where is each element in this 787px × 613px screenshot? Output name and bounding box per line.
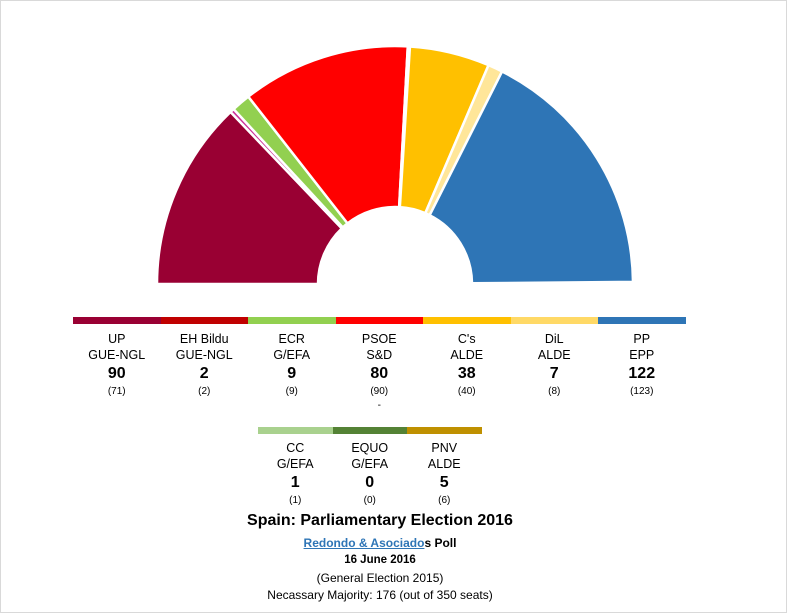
hemicycle-segment-psoe [246,44,410,226]
color-bar-eh-bildu [160,317,248,324]
party-ecr: ECR G/EFA 9 (9) [248,331,336,399]
party-up: UP GUE-NGL 90 (71) [73,331,161,399]
party-group: ALDE [537,348,571,362]
color-bar-pnv [407,427,482,434]
hemicycle-chart [155,44,635,286]
color-bar-pp [598,317,686,324]
party-pp: PP EPP 122 (123) [598,331,686,399]
color-bar-equo [332,427,407,434]
party-group: EPP [629,348,655,362]
party-c-s: C's ALDE 38 (40) [423,331,511,399]
party-name: C's [457,332,476,346]
party-seats: 90 [107,365,126,382]
party-previous-seats: (6) [438,495,451,506]
party-group: ALDE [427,457,461,471]
poll-source: Redondo & Asociados Poll [0,536,760,550]
poll-source-suffix: s Poll [424,536,457,550]
party-name: ECR [278,332,305,346]
color-bar-up [73,317,161,324]
party-equo: EQUO G/EFA 0 (0) [333,440,408,508]
party-previous-seats: (2) [198,386,211,397]
party-dil: DiL ALDE 7 (8) [511,331,599,399]
party-previous-seats: (1) [289,495,302,506]
hemicycle-segment-pp [427,69,635,285]
party-previous-seats: (90) [370,386,389,397]
party-name: PSOE [361,332,397,346]
party-seats: 5 [439,474,449,491]
party-group: GUE-NGL [175,348,233,362]
majority-note: Necassary Majority: 176 (out of 350 seat… [267,588,493,602]
party-seats: 7 [549,365,559,382]
party-pnv: PNV ALDE 5 (6) [407,440,482,508]
party-seats: 9 [287,365,297,382]
party-name: EH Bildu [179,332,229,346]
party-previous-seats: (0) [363,495,376,506]
party-psoe: PSOE S&D 80 (90) - [336,331,424,413]
poll-date: 16 June 2016 [344,554,416,566]
party-group: S&D [366,348,393,362]
party-seats: 80 [370,365,389,382]
chart-title: Spain: Parliamentary Election 2016 [247,512,513,529]
party-group: GUE-NGL [88,348,146,362]
party-previous-seats: (123) [630,386,654,397]
party-group: ALDE [450,348,484,362]
party-name: CC [286,441,305,455]
color-bar-dil [510,317,598,324]
party-name: DiL [544,332,564,346]
party-seats: 0 [365,474,375,491]
party-seats: 122 [628,365,656,382]
party-name: PP [633,332,651,346]
party-name: UP [108,332,126,346]
color-bar-psoe [335,317,423,324]
party-seats: 38 [457,365,476,382]
color-bar-ecr [248,317,336,324]
color-bar-cc [258,427,333,434]
party-name: PNV [431,441,458,455]
party-previous-seats: (9) [285,386,298,397]
party-previous-seats: (8) [548,386,561,397]
hemicycle-segment-up [155,110,344,286]
party-previous-seats: (71) [107,386,126,397]
party-name: EQUO [351,441,389,455]
previous-election-note: (General Election 2015) [316,571,444,585]
color-bar-c-s [423,317,511,324]
poll-source-link[interactable]: Redondo & Asociado [303,536,425,550]
party-extra-mark: - [377,400,381,411]
party-previous-seats: (40) [457,386,476,397]
party-group: G/EFA [351,457,389,471]
party-seats: 2 [199,365,209,382]
party-eh-bildu: EH Bildu GUE-NGL 2 (2) [161,331,249,399]
party-seats: 1 [290,474,300,491]
party-group: G/EFA [276,457,314,471]
party-group: G/EFA [273,348,311,362]
party-cc: CC G/EFA 1 (1) [258,440,333,508]
